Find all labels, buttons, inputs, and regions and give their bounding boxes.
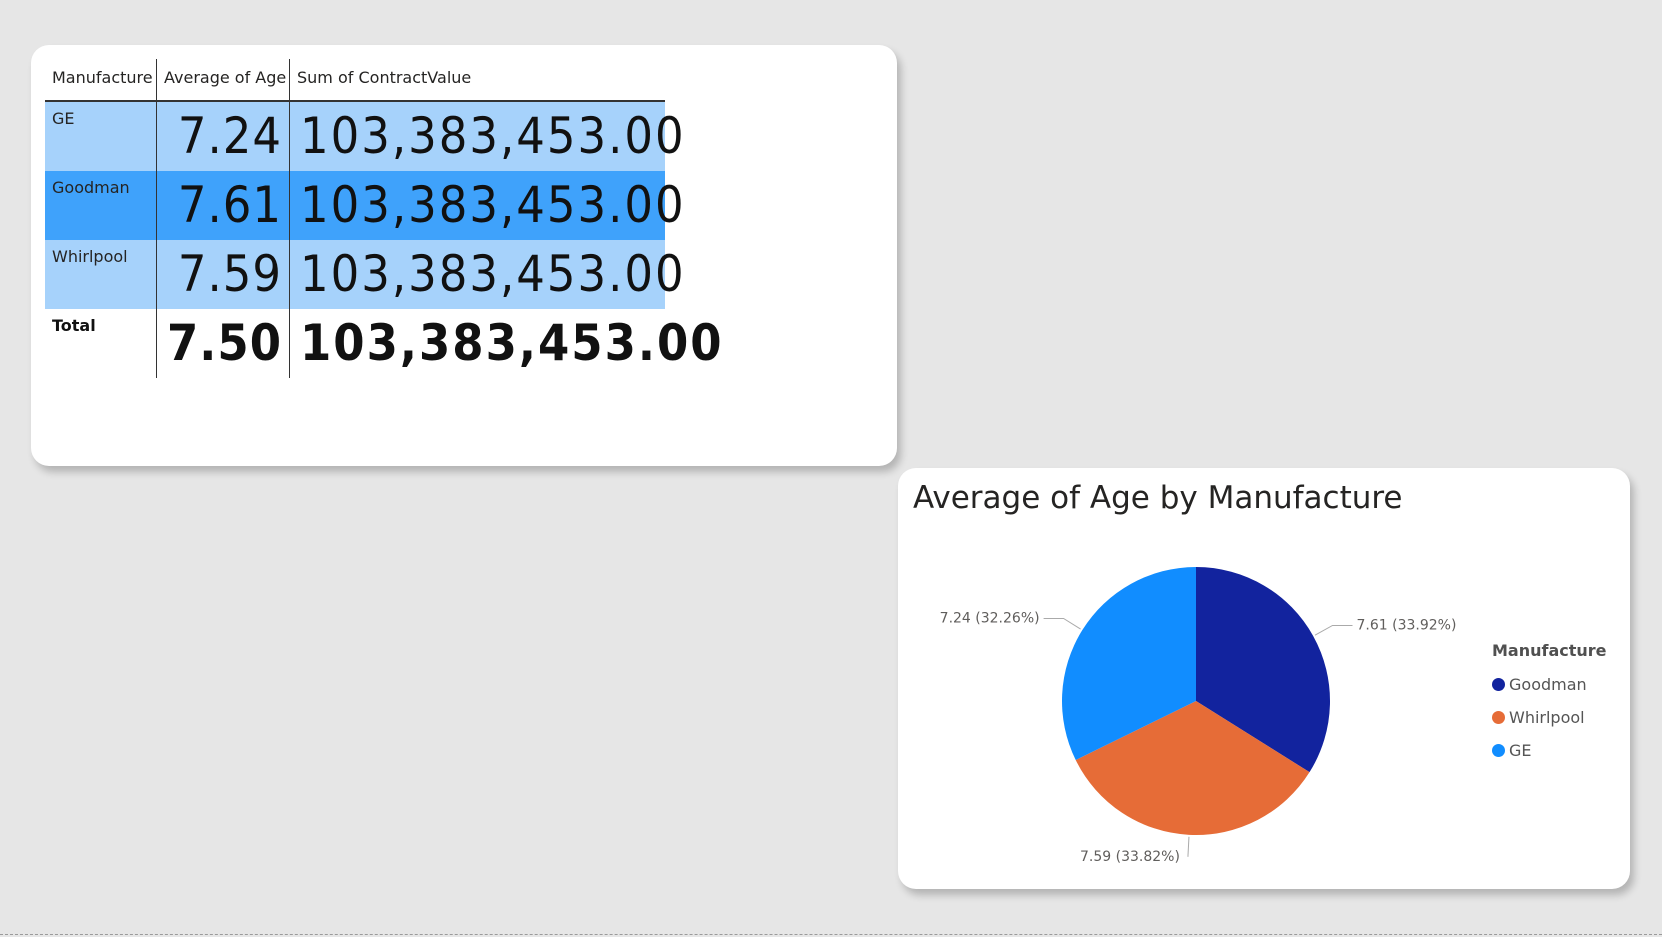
column-header-average-age[interactable]: Average of Age bbox=[156, 59, 289, 100]
pie-chart: 7.61 (33.92%) 7.59 (33.82%) 7.24 (32.26%) bbox=[940, 567, 1456, 865]
avg-age-cell: 7.59 bbox=[156, 240, 289, 309]
total-sum-contract-cell: 103,383,453.00 bbox=[289, 309, 722, 378]
page-bottom-border bbox=[0, 934, 1662, 935]
legend-title: Manufacture bbox=[1492, 641, 1607, 660]
table-row[interactable]: Goodman 7.61 103,383,453.00 bbox=[45, 171, 684, 240]
manufacture-cell: Whirlpool bbox=[45, 240, 156, 309]
pie-slice-goodman[interactable] bbox=[1196, 567, 1330, 773]
table-header-row: Manufacture Average of Age Sum of Contra… bbox=[45, 59, 665, 102]
total-avg-age-cell: 7.50 bbox=[156, 309, 289, 378]
legend-marker bbox=[1492, 678, 1505, 691]
table-visual[interactable]: Manufacture Average of Age Sum of Contra… bbox=[31, 45, 897, 466]
legend-label: Whirlpool bbox=[1509, 708, 1585, 727]
table-row[interactable]: GE 7.24 103,383,453.00 bbox=[45, 102, 684, 171]
pie-slice-whirlpool[interactable] bbox=[1075, 701, 1310, 835]
legend-item-ge[interactable]: GE bbox=[1492, 734, 1607, 767]
manufacture-cell: Goodman bbox=[45, 171, 156, 240]
data-table: Manufacture Average of Age Sum of Contra… bbox=[45, 59, 722, 378]
legend-marker bbox=[1492, 744, 1505, 757]
manufacture-cell: GE bbox=[45, 102, 156, 171]
legend-label: GE bbox=[1509, 741, 1532, 760]
sum-contract-cell: 103,383,453.00 bbox=[289, 102, 684, 171]
legend-label: Goodman bbox=[1509, 675, 1587, 694]
table-row[interactable]: Whirlpool 7.59 103,383,453.00 bbox=[45, 240, 684, 309]
data-label-ge: 7.24 (32.26%) bbox=[940, 611, 1040, 627]
column-header-manufacture[interactable]: Manufacture bbox=[52, 68, 153, 87]
data-label-leader-line bbox=[1314, 624, 1353, 636]
data-label-leader-line bbox=[1187, 836, 1190, 857]
total-label: Total bbox=[45, 309, 156, 378]
chart-legend: Manufacture Goodman Whirlpool GE bbox=[1492, 641, 1607, 767]
pie-slice-ge[interactable] bbox=[1062, 567, 1196, 761]
data-label-goodman: 7.61 (33.92%) bbox=[1356, 617, 1456, 633]
table-total-row: Total 7.50 103,383,453.00 bbox=[45, 309, 722, 378]
column-header-sum-contract[interactable]: Sum of ContractValue bbox=[289, 59, 665, 100]
sum-contract-cell: 103,383,453.00 bbox=[289, 171, 684, 240]
legend-marker bbox=[1492, 711, 1505, 724]
legend-item-whirlpool[interactable]: Whirlpool bbox=[1492, 701, 1607, 734]
legend-item-goodman[interactable]: Goodman bbox=[1492, 668, 1607, 701]
avg-age-cell: 7.24 bbox=[156, 102, 289, 171]
data-label-whirlpool: 7.59 (33.82%) bbox=[1080, 849, 1180, 865]
pie-chart-visual[interactable]: Average of Age by Manufacture 7.61 (33.9… bbox=[898, 468, 1630, 889]
data-label-leader-line bbox=[1043, 618, 1081, 630]
avg-age-cell: 7.61 bbox=[156, 171, 289, 240]
chart-title: Average of Age by Manufacture bbox=[913, 480, 1403, 516]
sum-contract-cell: 103,383,453.00 bbox=[289, 240, 684, 309]
